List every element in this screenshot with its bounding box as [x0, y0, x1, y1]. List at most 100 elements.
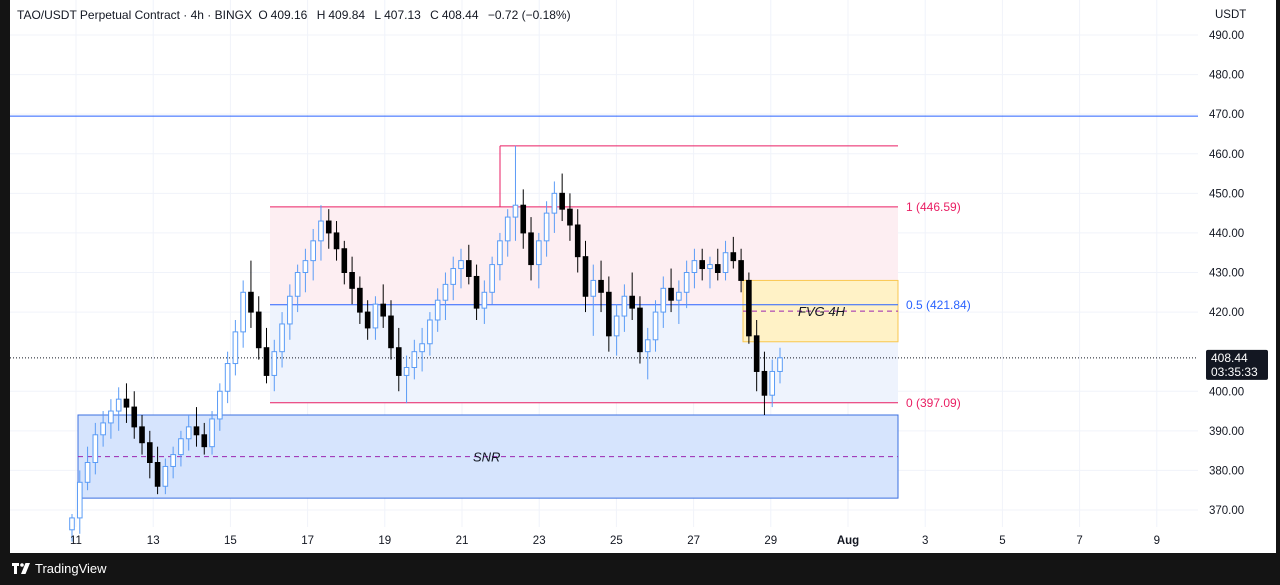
candle-body[interactable]	[310, 240, 316, 262]
candle-body[interactable]	[185, 426, 192, 440]
candle-body[interactable]	[100, 422, 106, 436]
candle-body[interactable]	[279, 323, 285, 353]
candle-body[interactable]	[302, 260, 309, 273]
candle-body[interactable]	[613, 315, 620, 337]
candle-body[interactable]	[92, 434, 99, 463]
tradingview-logo[interactable]: TradingView	[12, 561, 107, 576]
candle-body[interactable]	[707, 264, 713, 270]
candle-body[interactable]	[131, 406, 138, 428]
candle-body[interactable]	[427, 319, 433, 345]
candle-body[interactable]	[349, 272, 355, 289]
symbol-title[interactable]: TAO/USDT Perpetual Contract · 4h · BINGX	[17, 8, 252, 22]
candle-body[interactable]	[497, 240, 503, 266]
candle-body[interactable]	[746, 279, 752, 337]
candle-body[interactable]	[730, 252, 737, 262]
candle-body[interactable]	[333, 232, 340, 250]
price-axis-bg	[1198, 0, 1276, 553]
candle-body[interactable]	[434, 299, 441, 321]
candle-body[interactable]	[154, 462, 161, 487]
candle-body[interactable]	[699, 260, 705, 270]
candle-body[interactable]	[660, 287, 667, 313]
candle-body[interactable]	[668, 287, 674, 301]
candle-body[interactable]	[458, 260, 464, 270]
candle-body[interactable]	[738, 260, 744, 281]
candle-body[interactable]	[255, 311, 262, 349]
candle-body[interactable]	[271, 351, 278, 376]
chart-area[interactable]: 1 (446.59) 0.5 (421.84) 0 (397.09) FVG 4H SN…	[10, 0, 1276, 553]
candle-body[interactable]	[621, 295, 628, 317]
candle-body[interactable]	[232, 331, 239, 365]
candle-body[interactable]	[442, 283, 449, 301]
candle-body[interactable]	[722, 252, 729, 273]
candle-body[interactable]	[108, 410, 114, 424]
candle-body[interactable]	[567, 208, 573, 226]
candle-body[interactable]	[761, 370, 768, 396]
candle-body[interactable]	[224, 363, 231, 392]
candle-body[interactable]	[777, 357, 783, 372]
candle-body[interactable]	[465, 260, 472, 277]
candle-body[interactable]	[543, 212, 550, 242]
candle-body[interactable]	[403, 367, 410, 376]
candle-body[interactable]	[528, 232, 534, 266]
candlestick-chart[interactable]: 1 (446.59) 0.5 (421.84) 0 (397.09) FVG 4H SN…	[10, 0, 1276, 553]
candle-body[interactable]	[248, 291, 254, 313]
candle-body[interactable]	[411, 351, 418, 368]
candle-body[interactable]	[644, 339, 651, 353]
candle-body[interactable]	[240, 291, 246, 333]
candle-body[interactable]	[178, 438, 184, 456]
candle-body[interactable]	[294, 272, 301, 297]
candle-body[interactable]	[388, 315, 394, 349]
candle-body[interactable]	[69, 517, 75, 531]
candle-body[interactable]	[419, 343, 425, 353]
candle-body[interactable]	[714, 264, 721, 274]
candle-body[interactable]	[380, 303, 387, 317]
candle-body[interactable]	[769, 370, 776, 396]
candle-body[interactable]	[170, 454, 176, 467]
candle-body[interactable]	[606, 291, 612, 337]
candle-body[interactable]	[209, 418, 215, 448]
candle-body[interactable]	[115, 398, 122, 412]
candle-body[interactable]	[364, 311, 371, 329]
candle-body[interactable]	[676, 291, 682, 301]
candle-body[interactable]	[520, 204, 527, 234]
candle-body[interactable]	[395, 347, 402, 376]
candle-body[interactable]	[341, 248, 348, 273]
candle-body[interactable]	[76, 481, 83, 519]
candle-body[interactable]	[318, 220, 324, 242]
candle-body[interactable]	[193, 426, 200, 436]
symbol-header[interactable]: TAO/USDT Perpetual Contract · 4h · BINGX…	[17, 8, 574, 22]
candle-body[interactable]	[84, 462, 91, 483]
candle-body[interactable]	[590, 279, 597, 297]
candle-body[interactable]	[629, 295, 635, 309]
candle-body[interactable]	[201, 434, 208, 448]
candle-body[interactable]	[551, 192, 558, 214]
candle-body[interactable]	[139, 426, 145, 444]
candle-body[interactable]	[263, 347, 270, 376]
candle-body[interactable]	[123, 398, 130, 408]
candle-body[interactable]	[574, 224, 581, 258]
candle-body[interactable]	[481, 291, 488, 309]
candle-body[interactable]	[357, 287, 363, 313]
candle-body[interactable]	[598, 279, 604, 293]
candle-body[interactable]	[582, 256, 589, 297]
candle-body[interactable]	[637, 307, 643, 353]
candle-body[interactable]	[217, 390, 223, 420]
fib-label-1: 1 (446.59)	[906, 200, 961, 214]
candle-body[interactable]	[287, 295, 293, 325]
candle-body[interactable]	[325, 220, 332, 234]
last-price-badge[interactable]	[1206, 349, 1268, 380]
candle-body[interactable]	[512, 204, 519, 218]
candle-body[interactable]	[372, 303, 379, 329]
candle-body[interactable]	[473, 275, 480, 309]
candle-body[interactable]	[162, 465, 169, 487]
candle-body[interactable]	[489, 264, 495, 293]
candle-body[interactable]	[536, 240, 542, 266]
candle-body[interactable]	[147, 442, 153, 464]
candle-body[interactable]	[753, 335, 760, 372]
candle-body[interactable]	[652, 311, 659, 341]
candle-body[interactable]	[450, 268, 457, 285]
candle-body[interactable]	[504, 216, 511, 242]
candle-body[interactable]	[683, 272, 690, 293]
candle-body[interactable]	[559, 192, 565, 210]
candle-body[interactable]	[691, 260, 698, 273]
